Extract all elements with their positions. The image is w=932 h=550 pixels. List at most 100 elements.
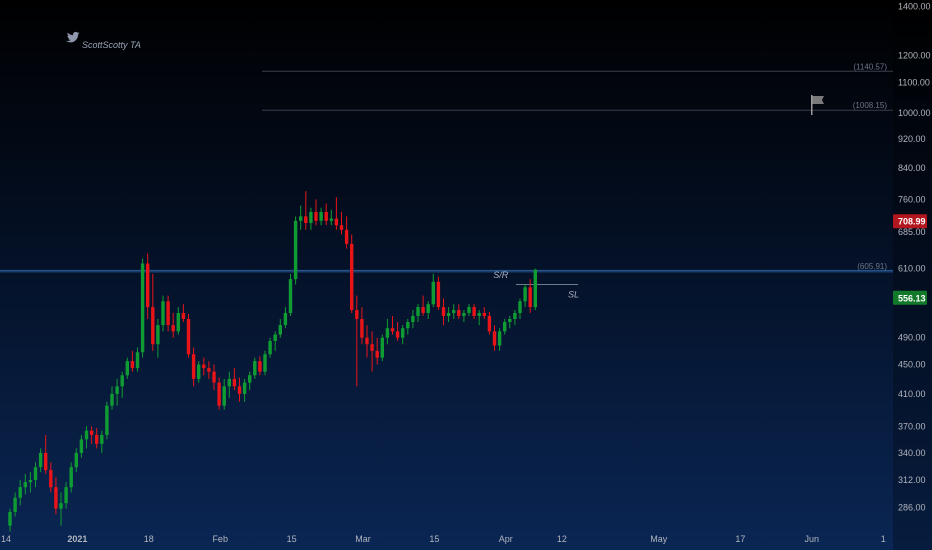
candle-body <box>452 310 456 313</box>
candle-body <box>74 452 78 468</box>
y-tick-label: 610.00 <box>898 264 926 274</box>
flag-icon <box>811 95 824 115</box>
candle <box>146 253 150 319</box>
candle-body <box>227 378 231 387</box>
candle <box>186 314 191 358</box>
candle-body <box>89 430 94 435</box>
candle <box>533 268 537 311</box>
candle <box>385 318 390 345</box>
candle <box>273 331 277 351</box>
y-tick-label: 1200.00 <box>898 50 931 60</box>
annotation-label: SL <box>568 290 579 300</box>
candle-body <box>518 301 522 313</box>
x-tick-label: Jun <box>805 534 820 544</box>
candle <box>528 279 532 313</box>
candle-body <box>202 364 206 369</box>
y-tick-label: 840.00 <box>898 163 926 173</box>
candle <box>278 318 282 338</box>
candle <box>248 371 252 391</box>
candle <box>508 315 512 329</box>
y-tick-label: 286.00 <box>898 503 926 513</box>
candle <box>125 357 129 379</box>
candle <box>487 311 492 335</box>
candle <box>176 307 180 335</box>
time-axis[interactable]: 14 2021 18 Feb 15 Mar 15 Apr 12 May 17 Jun 1 <box>1 534 886 544</box>
y-tick-label: 370.00 <box>898 421 926 431</box>
candle-body <box>273 334 277 341</box>
candle <box>227 371 231 398</box>
y-tick-label: 340.00 <box>898 448 926 458</box>
candle <box>105 401 109 440</box>
candle-body <box>125 361 129 376</box>
candle <box>513 310 517 326</box>
x-tick-label: 1 <box>881 534 886 544</box>
candle <box>329 209 333 226</box>
candle-body <box>115 386 119 394</box>
candle-body <box>23 482 27 488</box>
candle-body <box>385 328 390 338</box>
candle <box>380 334 384 362</box>
x-tick-label: 15 <box>287 534 297 544</box>
y-tick-label: 685.00 <box>898 227 926 237</box>
candle <box>38 448 43 473</box>
y-tick-label: 1100.00 <box>898 78 930 88</box>
candle-body <box>324 212 328 221</box>
candle <box>416 304 420 323</box>
x-tick-label: 2021 <box>67 534 87 544</box>
candle <box>191 347 196 387</box>
candle <box>237 377 242 402</box>
twitter-bird-icon <box>65 31 80 43</box>
candle-body <box>151 307 155 345</box>
price-tag-text: 556.13 <box>898 293 926 303</box>
candle-body <box>380 337 384 358</box>
candle-body <box>146 263 150 308</box>
candle <box>299 205 303 230</box>
candle <box>130 350 135 372</box>
candle <box>28 472 33 493</box>
candle <box>288 273 293 316</box>
candle-body <box>355 310 359 319</box>
candle-body <box>329 218 333 221</box>
price-tag: 556.13 <box>893 290 927 305</box>
price-axis[interactable]: 1400.00 1200.00 1100.00 1000.00 920.00 840.00… <box>893 2 931 513</box>
candle <box>253 357 257 379</box>
candle-body <box>477 312 481 316</box>
candle-body <box>176 312 180 332</box>
candle <box>319 207 323 226</box>
y-tick-label: 410.00 <box>898 389 926 399</box>
candle <box>18 480 22 506</box>
candle <box>171 312 175 338</box>
candle-body <box>467 307 471 313</box>
candle-body <box>156 325 160 345</box>
x-tick-label: Apr <box>499 534 513 544</box>
candle-body <box>416 307 420 316</box>
candle-body <box>293 220 298 280</box>
candle-body <box>105 405 109 435</box>
candle <box>166 295 170 332</box>
annotations-layer: S/R SL <box>493 270 579 300</box>
candle-body <box>140 263 145 353</box>
watermark: ScottScotty TA <box>65 31 141 50</box>
y-tick-label: 450.00 <box>898 360 926 370</box>
candle-body <box>207 368 211 372</box>
candle <box>497 328 502 351</box>
candle-body <box>84 430 89 440</box>
candle <box>350 234 354 313</box>
candle-body <box>528 287 532 308</box>
candle <box>492 325 497 351</box>
candle <box>482 307 486 319</box>
candle <box>8 508 12 532</box>
candle <box>431 273 435 308</box>
candle-body <box>350 243 354 311</box>
candle <box>79 434 84 458</box>
candle-body <box>426 304 430 313</box>
x-tick-label: 17 <box>735 534 745 544</box>
candle <box>344 216 349 249</box>
candle-body <box>304 216 308 224</box>
candle-body <box>319 212 323 221</box>
candle-body <box>401 328 405 338</box>
x-tick-label: 15 <box>429 534 439 544</box>
candle-body <box>263 354 267 372</box>
